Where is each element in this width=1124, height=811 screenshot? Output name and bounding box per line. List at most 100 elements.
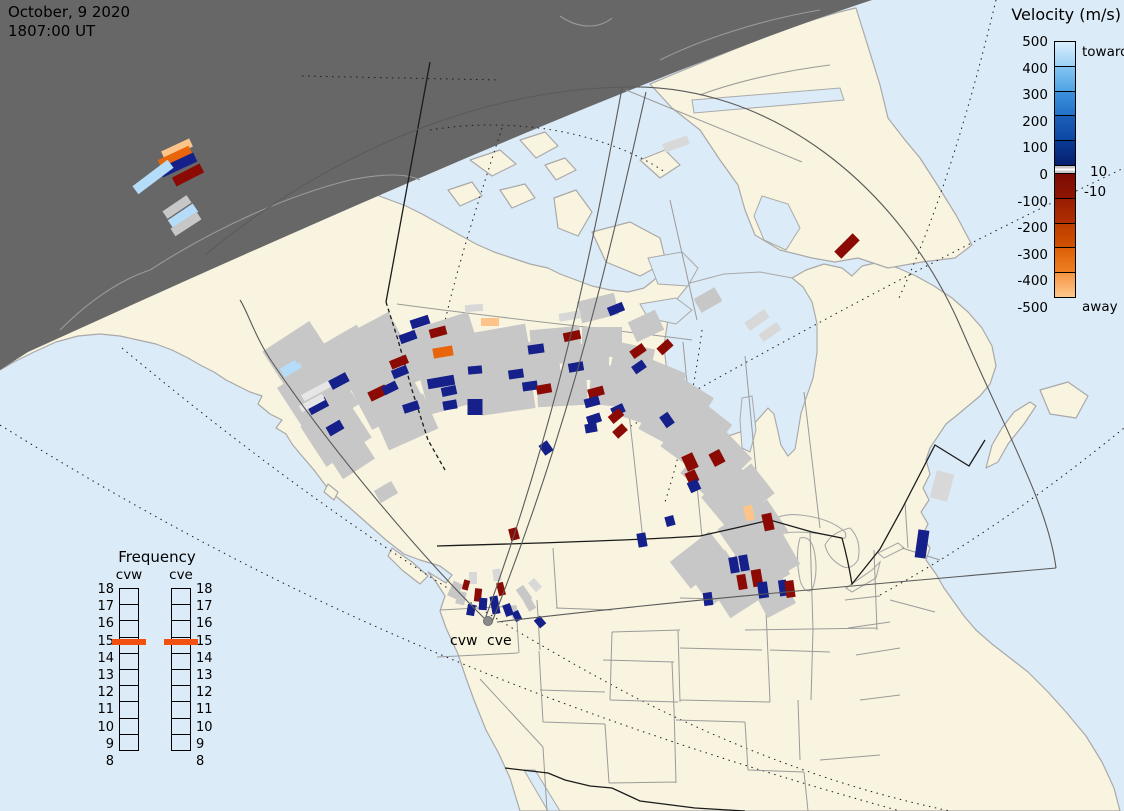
- time-text: 1807:00 UT: [8, 22, 96, 40]
- echo-cell: [636, 532, 648, 548]
- frequency-cell: [119, 604, 139, 622]
- fov-beam-boundary-cve: [491, 91, 647, 623]
- frequency-cell: [119, 668, 139, 687]
- frequency-marker: [164, 638, 198, 645]
- echo-cell: [428, 325, 448, 339]
- frequency-tick-label: 18: [97, 582, 114, 597]
- echo-cell: [381, 380, 399, 396]
- echo-cell: [515, 584, 533, 604]
- velocity-color-segment: [1054, 115, 1076, 142]
- graticule-line: [0, 424, 901, 811]
- echo-cell: [162, 195, 192, 219]
- frequency-cell: [119, 685, 139, 703]
- echo-cell: [656, 338, 674, 356]
- radar-fov-outline: [204, 86, 1057, 623]
- coastlines-in-shadow: [59, 9, 831, 331]
- echo-cell: [523, 598, 537, 612]
- lake-huron: [824, 527, 860, 569]
- great-bear-lake: [647, 251, 699, 287]
- echo-cell: [447, 580, 463, 600]
- ground-scatter-cell: [699, 429, 753, 483]
- island-boothia: [639, 149, 681, 179]
- island-nova-scotia: [985, 401, 1037, 469]
- ground-scatter-cell: [373, 480, 399, 504]
- echo-cell: [533, 615, 547, 629]
- frequency-tick-label: 11: [97, 702, 114, 718]
- lower-threshold-label: -10: [1084, 184, 1107, 200]
- echo-cell: [461, 579, 471, 591]
- island-newfoundland: [1039, 381, 1089, 419]
- frequency-tick-label: 9: [105, 736, 114, 752]
- frequency-tick-label: 18: [196, 582, 213, 597]
- frequency-tick-label: 14: [196, 650, 213, 666]
- frequency-column-label-cve: cve: [169, 567, 193, 583]
- frequency-cell: [171, 652, 191, 670]
- parry-channel: [691, 87, 845, 114]
- radar-site-dot: [483, 616, 493, 626]
- echo-cell: [738, 554, 750, 572]
- velocity-color-segment: [1054, 222, 1076, 249]
- echo-cell: [132, 159, 174, 195]
- echo-cells-layer: [132, 135, 955, 629]
- ground-scatter-cell: [328, 436, 376, 480]
- lake-ontario: [877, 542, 905, 559]
- graticule-line: [897, 0, 997, 301]
- echo-cell: [402, 400, 420, 414]
- echo-cell: [388, 354, 410, 370]
- frequency-cell: [171, 685, 191, 703]
- fov-outer-arc: [204, 86, 1057, 569]
- echo-cell: [467, 365, 483, 375]
- alaska-yukon-border: [385, 61, 431, 303]
- away-label: away: [1082, 299, 1118, 315]
- echo-cell: [275, 344, 293, 358]
- frequency-tick-label: 13: [196, 668, 213, 683]
- echo-cell: [659, 411, 675, 429]
- coastline-north-america: [0, 171, 1121, 811]
- echo-cell: [629, 343, 647, 359]
- frequency-tick-label: 16: [196, 616, 213, 632]
- echo-cell: [521, 380, 539, 392]
- velocity-colorbar: [1054, 41, 1076, 298]
- terminator-shadow: [0, 0, 872, 370]
- frequency-cell: [119, 652, 139, 670]
- echo-cell: [583, 395, 601, 409]
- great-lakes-outlines: [761, 514, 905, 593]
- echo-cell: [426, 374, 456, 390]
- echo-cell: [432, 345, 454, 359]
- echo-cell: [708, 449, 726, 467]
- echo-cell: [467, 399, 483, 415]
- frequency-legend-title: Frequency: [118, 548, 196, 566]
- foxe-basin: [753, 195, 801, 251]
- echo-cell: [761, 512, 775, 532]
- frequency-cell: [171, 668, 191, 687]
- echo-cell: [292, 348, 312, 364]
- international-borders: [385, 61, 986, 811]
- velocity-tick-label: 100: [1022, 140, 1048, 157]
- frequency-tick-label: 14: [97, 650, 114, 666]
- echo-cell: [301, 380, 331, 402]
- ground-scatter-cell: [373, 393, 439, 451]
- velocity-tick-label: -200: [1017, 220, 1048, 237]
- frequency-column-label-cvw: cvw: [115, 567, 143, 583]
- frequency-cell: [171, 604, 191, 622]
- echo-cell: [607, 408, 625, 424]
- echo-cell: [728, 556, 740, 574]
- echo-cell: [481, 318, 499, 326]
- frequency-tick-label: 10: [97, 719, 114, 735]
- echo-cell: [567, 361, 585, 373]
- lake-winnipeg: [739, 395, 757, 453]
- upper-threshold-label: 10: [1090, 164, 1108, 180]
- velocity-tick-label: -300: [1017, 246, 1048, 263]
- ellesmere-coast: [559, 9, 831, 96]
- frequency-tick-label: 10: [196, 719, 213, 735]
- fov-right-edge: [496, 567, 1057, 623]
- echo-cell: [167, 203, 199, 229]
- frequency-marker: [112, 638, 146, 645]
- echo-cell: [390, 364, 410, 380]
- echo-cell: [306, 396, 330, 416]
- velocity-legend-title: Velocity (m/s): [1011, 5, 1121, 24]
- frequency-tick-label: 12: [97, 685, 114, 701]
- gulf-of-california: [523, 769, 561, 811]
- frequency-cell: [171, 717, 191, 735]
